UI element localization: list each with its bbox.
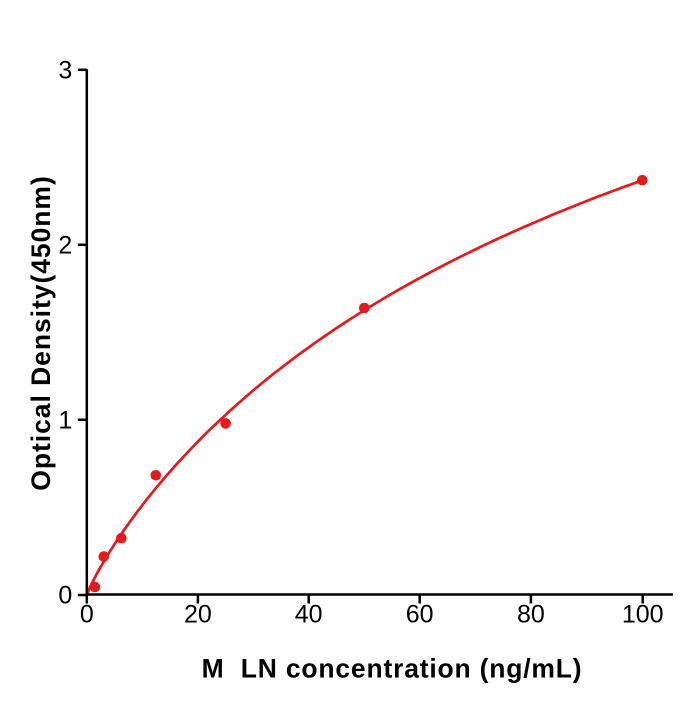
svg-text:20: 20 <box>184 600 212 628</box>
svg-text:1: 1 <box>58 407 72 435</box>
svg-text:Optical Density(450nm): Optical Density(450nm) <box>26 175 56 490</box>
svg-text:100: 100 <box>622 600 664 628</box>
svg-text:M LN concentration (ng/mL): M LN concentration (ng/mL) <box>202 654 583 684</box>
svg-text:40: 40 <box>295 600 323 628</box>
svg-text:3: 3 <box>58 57 72 85</box>
svg-text:60: 60 <box>406 600 434 628</box>
svg-text:2: 2 <box>58 232 72 260</box>
svg-text:0: 0 <box>58 582 72 610</box>
svg-text:80: 80 <box>517 600 545 628</box>
svg-text:0: 0 <box>80 600 94 628</box>
